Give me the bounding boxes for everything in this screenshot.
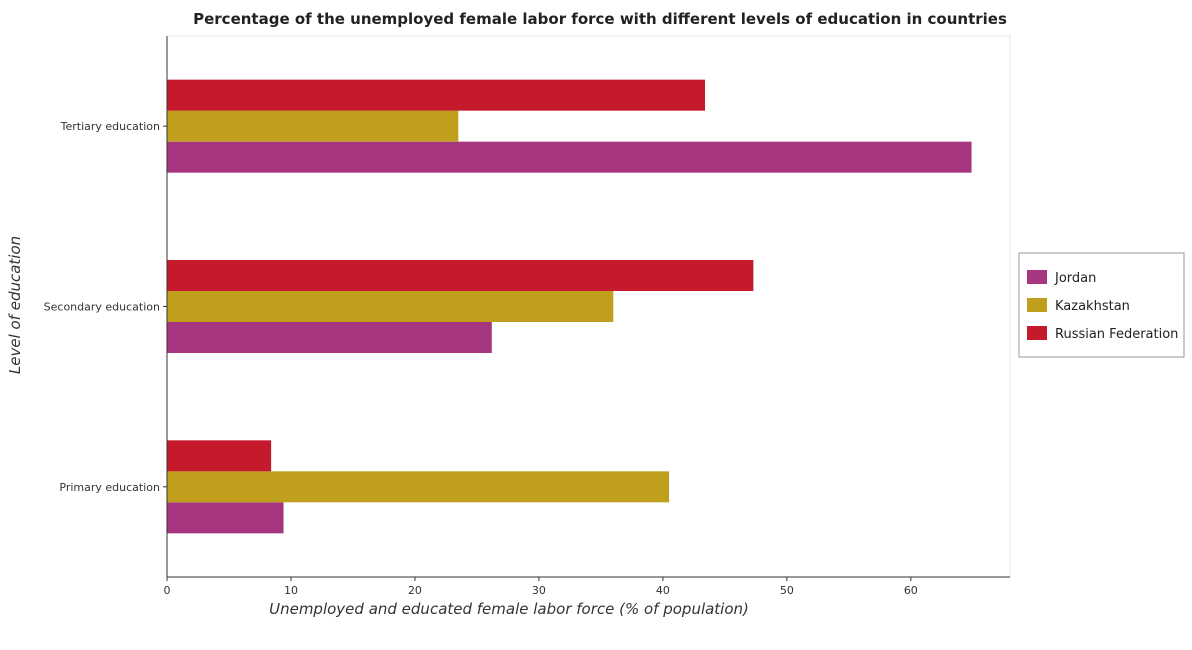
x-axis-label: Unemployed and educated female labor for…	[269, 600, 749, 618]
bar-jordan-primary-education	[167, 502, 284, 534]
legend-label-jordan: Jordan	[1054, 271, 1096, 286]
bar-jordan-secondary-education	[167, 322, 492, 353]
bar-russian-federation-primary-education	[167, 440, 272, 472]
x-tick-label: 20	[408, 584, 422, 597]
bars	[167, 79, 972, 534]
bar-kazakhstan-tertiary-education	[167, 110, 459, 142]
y-tick-label: Secondary education	[44, 301, 160, 314]
x-tick-label: 60	[904, 584, 918, 597]
bar-russian-federation-secondary-education	[167, 260, 754, 291]
bar-russian-federation-tertiary-education	[167, 79, 706, 111]
chart-title: Percentage of the unemployed female labo…	[193, 10, 1007, 28]
bar-kazakhstan-primary-education	[167, 471, 670, 503]
y-tick-label: Primary education	[59, 481, 160, 494]
legend-swatch-kazakhstan	[1027, 298, 1047, 312]
legend-label-russian-federation: Russian Federation	[1055, 327, 1178, 342]
legend: Jordan Kazakhstan Russian Federation	[1018, 252, 1185, 358]
x-tick-label: 0	[164, 584, 171, 597]
legend-swatch-russian-federation	[1027, 326, 1047, 340]
bar-kazakhstan-secondary-education	[167, 291, 614, 322]
x-tick-label: 30	[532, 584, 546, 597]
y-axis-label: Level of education	[6, 236, 24, 374]
y-ticks: Primary education Secondary education Tert…	[44, 120, 167, 494]
legend-label-kazakhstan: Kazakhstan	[1055, 299, 1130, 314]
x-tick-label: 40	[656, 584, 670, 597]
x-tick-label: 10	[284, 584, 298, 597]
bar-jordan-tertiary-education	[167, 141, 972, 173]
y-tick-label: Tertiary education	[60, 120, 160, 133]
x-tick-label: 50	[780, 584, 794, 597]
x-ticks: 0 10 20 30 40 50 60	[164, 577, 918, 597]
legend-swatch-jordan	[1027, 270, 1047, 284]
